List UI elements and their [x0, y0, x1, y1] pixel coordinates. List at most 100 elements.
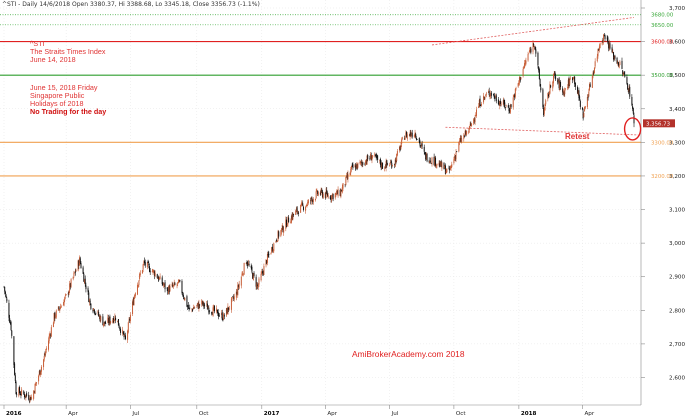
- holiday-date-label: June 15, 2018 Friday: [30, 83, 98, 92]
- candle-body: [418, 137, 420, 143]
- candle-body: [55, 310, 57, 318]
- candle-body: [401, 137, 403, 139]
- candle-body: [583, 112, 585, 118]
- candle-body: [379, 159, 381, 165]
- candle-body: [336, 191, 338, 195]
- candle-body: [33, 390, 35, 399]
- candle-body: [49, 334, 51, 337]
- candle-body: [540, 87, 542, 91]
- x-tick-label: 2017: [264, 411, 280, 417]
- candle-body: [396, 151, 398, 156]
- candle-body: [500, 101, 502, 105]
- y-tick-label: 2,700: [669, 342, 685, 348]
- candle-body: [78, 260, 80, 266]
- candle-body: [223, 315, 225, 317]
- candle-body: [3, 286, 5, 288]
- candle-body: [375, 155, 377, 156]
- candle-body: [470, 123, 472, 126]
- candle-body: [409, 132, 411, 137]
- candle-body: [356, 163, 358, 169]
- level-label: 3200.00: [651, 174, 674, 180]
- candle-body: [326, 193, 328, 197]
- candle-body: [291, 214, 293, 219]
- candle-body: [542, 89, 544, 108]
- candle-body: [552, 74, 554, 84]
- candle-body: [206, 303, 208, 305]
- candle-body: [466, 131, 468, 135]
- candle-body: [233, 296, 235, 300]
- candle-body: [257, 284, 259, 288]
- candle-body: [174, 283, 176, 285]
- candle-body: [483, 97, 485, 98]
- candle-body: [134, 294, 136, 299]
- candle-body: [258, 278, 260, 285]
- candle-body: [359, 161, 361, 164]
- candle-body: [394, 164, 396, 166]
- candle-body: [494, 97, 496, 99]
- candle-body: [252, 272, 254, 279]
- candle-body: [256, 283, 258, 289]
- candle-body: [35, 382, 37, 384]
- candle-body: [18, 388, 20, 396]
- candle-body: [286, 219, 288, 227]
- candle-body: [401, 139, 403, 144]
- candle-body: [30, 397, 32, 401]
- candle-body: [473, 118, 475, 124]
- index-name-label: The Straits Times Index: [30, 47, 106, 56]
- candle-body: [114, 316, 116, 321]
- candle-body: [300, 203, 302, 206]
- candle-body: [450, 165, 452, 169]
- candle-body: [45, 348, 47, 350]
- candle-body: [331, 194, 333, 197]
- candle-body: [287, 216, 289, 225]
- candle-body: [528, 50, 530, 53]
- candle-body: [189, 307, 191, 309]
- candle-body: [619, 61, 621, 66]
- candle-body: [19, 387, 21, 393]
- candle-body: [350, 168, 352, 173]
- candle-body: [237, 285, 239, 288]
- candle-body: [426, 153, 428, 162]
- candle-body: [162, 282, 164, 285]
- candle-body: [602, 41, 604, 43]
- candle-body: [372, 155, 374, 158]
- candle-body: [38, 371, 40, 376]
- candle-body: [524, 62, 526, 64]
- candle-body: [355, 165, 357, 170]
- candle-body: [4, 286, 6, 292]
- candle-body: [58, 307, 60, 309]
- candle-body: [319, 192, 321, 195]
- last-price-badge: [643, 119, 675, 128]
- candle-body: [147, 260, 149, 263]
- candle-body: [617, 62, 619, 64]
- candle-body: [105, 323, 107, 324]
- candle-body: [572, 78, 574, 80]
- level-label: 3650.00: [651, 23, 674, 29]
- candle-body: [537, 52, 539, 66]
- candle-body: [377, 155, 379, 160]
- candle-body: [613, 56, 615, 58]
- candle-body: [547, 93, 549, 99]
- candle-body: [534, 46, 536, 50]
- candle-body: [612, 51, 614, 53]
- candle-body: [52, 322, 54, 328]
- candle-body: [213, 305, 215, 312]
- candle-body: [337, 189, 339, 196]
- candle-body: [622, 70, 624, 75]
- candle-body: [197, 302, 199, 305]
- candle-body: [584, 106, 586, 109]
- candle-body: [325, 190, 327, 198]
- candle-body: [218, 314, 220, 317]
- candle-body: [268, 253, 270, 255]
- candle-body: [455, 152, 457, 160]
- candle-body: [606, 37, 608, 39]
- candle-body: [597, 48, 599, 57]
- candle-body: [475, 114, 477, 117]
- candle-body: [379, 159, 381, 161]
- candle-body: [365, 160, 367, 165]
- candle-body: [495, 95, 497, 102]
- candle-body: [431, 157, 433, 165]
- candle-body: [389, 162, 391, 164]
- candle-body: [512, 97, 514, 108]
- candle-body: [233, 297, 235, 299]
